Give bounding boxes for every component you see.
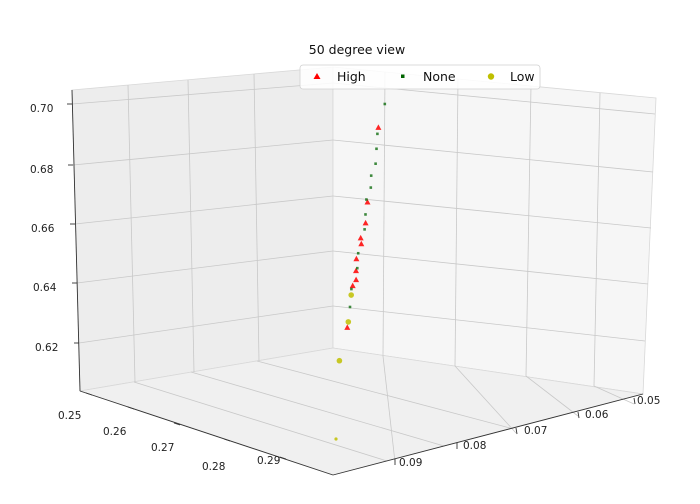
data-point-high — [362, 219, 369, 226]
data-point-none — [356, 251, 360, 255]
grid — [71, 71, 656, 463]
data-point-low — [345, 319, 352, 325]
y-tick-label: 0.28 — [202, 461, 225, 473]
y-tick-label: 0.27 — [151, 442, 174, 454]
z-tick-label: 0.66 — [31, 223, 55, 235]
data-point-low — [334, 437, 338, 441]
data-point-none — [348, 305, 352, 309]
data-point-none — [364, 213, 367, 216]
data-point-high — [357, 234, 364, 241]
data-point-none — [374, 162, 377, 165]
y-tick-label: 0.25 — [58, 410, 81, 422]
data-point-none — [383, 102, 387, 106]
data-point-low — [336, 357, 343, 364]
legend: High None Low — [299, 64, 541, 90]
x-axis: 0.09 0.08 0.07 0.06 0.05 — [394, 395, 660, 469]
z-tick-label: 0.68 — [30, 164, 53, 176]
data-point-high — [364, 199, 371, 205]
x-axis-line — [332, 393, 644, 476]
data-point-high — [353, 255, 360, 262]
axis-lines — [71, 89, 644, 476]
data-point-none — [356, 266, 359, 270]
y-tick-label: 0.26 — [103, 426, 127, 438]
x-tick-label: 0.07 — [524, 425, 547, 437]
x-tick-label: 0.08 — [463, 440, 486, 452]
legend-box — [299, 64, 541, 90]
back-right-pane — [332, 66, 657, 395]
z-tick-label: 0.62 — [35, 342, 58, 354]
data-point-none — [363, 228, 366, 231]
legend-marker-none — [401, 74, 405, 78]
chart-title: 50 degree view — [309, 42, 405, 57]
data-point-high — [344, 324, 351, 330]
y-tick-label: 0.29 — [257, 455, 280, 467]
data-point-none — [376, 132, 379, 136]
data-point-none — [369, 186, 373, 189]
data-point-low — [348, 292, 355, 298]
data-point-none — [375, 147, 378, 151]
legend-label-low: Low — [510, 69, 535, 84]
back-left-pane — [71, 66, 334, 392]
legend-label-high: High — [337, 69, 366, 84]
x-tick-label: 0.05 — [637, 395, 660, 407]
legend-marker-low — [487, 73, 495, 80]
legend-label-none: None — [423, 69, 456, 84]
y-axis-line — [79, 390, 334, 476]
data-points — [334, 102, 387, 441]
x-tick-label: 0.06 — [585, 409, 609, 421]
data-point-none — [369, 174, 373, 177]
axes-panes — [71, 66, 657, 476]
legend-marker-high — [313, 73, 321, 79]
data-point-high — [349, 282, 356, 289]
data-point-high — [353, 276, 360, 283]
data-point-high — [358, 240, 365, 247]
data-point-none — [365, 198, 368, 201]
z-tick-label: 0.70 — [30, 103, 53, 115]
z-axis-line — [71, 89, 81, 392]
data-point-high — [375, 124, 382, 130]
data-point-none — [350, 287, 353, 291]
z-axis: 0.70 0.68 0.66 0.64 0.62 — [30, 103, 79, 354]
data-point-high — [353, 267, 359, 274]
x-tick-label: 0.09 — [399, 457, 422, 469]
z-tick-label: 0.64 — [33, 282, 57, 294]
y-axis: 0.25 0.26 0.27 0.28 0.29 — [58, 392, 287, 473]
